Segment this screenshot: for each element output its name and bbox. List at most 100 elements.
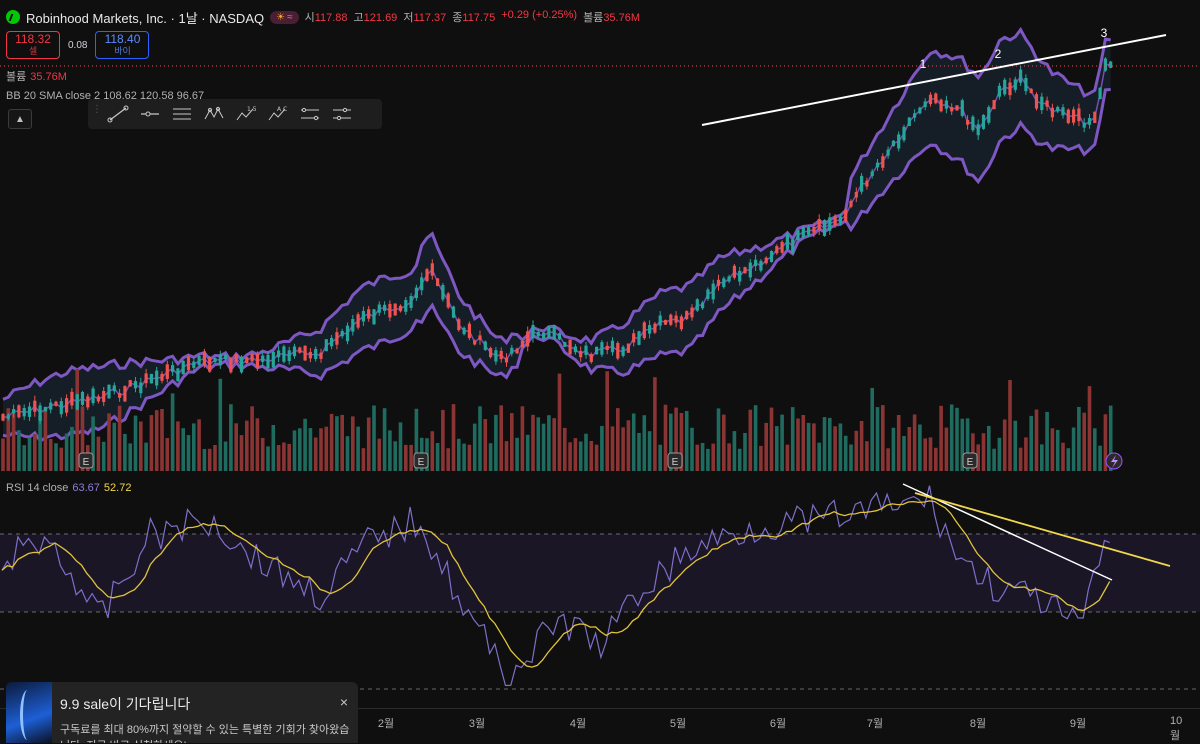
candle-body (255, 354, 259, 369)
volume-bar (536, 417, 541, 471)
symbol-title[interactable]: Robinhood Markets, Inc. · 1날 · NASDAQ (26, 10, 265, 26)
volume-legend[interactable]: 볼륨 35.76M (6, 71, 67, 83)
candle-body (282, 346, 286, 362)
candle-body (123, 386, 127, 402)
collapse-legend-button[interactable]: ▲ (8, 109, 32, 129)
candle-body (510, 347, 514, 354)
volume-bar (1082, 412, 1086, 471)
volume-bar (499, 405, 503, 471)
candle-body (865, 180, 869, 187)
candle-body (913, 113, 917, 118)
volume-bar (896, 415, 901, 471)
volume-bar (552, 418, 556, 471)
close-icon[interactable]: × (339, 694, 348, 710)
xabcd-pattern-icon[interactable] (200, 102, 228, 126)
candle-body (536, 332, 540, 337)
buy-button[interactable]: 118.40 바이 (95, 31, 150, 59)
volume-bar (504, 441, 509, 471)
candle-body (1093, 111, 1097, 123)
volume-bar (695, 444, 700, 471)
candle-body (1013, 79, 1017, 90)
candle-body (568, 339, 572, 355)
time-axis-tick: 7월 (866, 718, 884, 730)
market-status-badge[interactable]: ☀ ≈ (270, 10, 299, 24)
drag-handle-icon[interactable]: ⋮ (92, 104, 102, 115)
volume-bar (345, 436, 350, 471)
volume-bar (833, 426, 837, 471)
candle-body (1, 413, 5, 421)
volume-bar (101, 441, 106, 471)
time-axis-tick: 2월 (377, 718, 395, 730)
volume-bar (165, 438, 170, 471)
volume-bar (801, 415, 806, 471)
candle-body (176, 368, 180, 382)
volume-bar (971, 433, 975, 471)
volume-bar (462, 443, 466, 471)
candle-body (934, 93, 938, 104)
candle-body (754, 259, 758, 267)
rsi-trendline-yellow (914, 492, 1171, 567)
volume-bar (674, 407, 678, 471)
volume-bar (790, 407, 795, 471)
candle-body (759, 260, 763, 271)
candle-body (748, 262, 752, 278)
volume-bar (870, 387, 874, 471)
volume-bar (706, 448, 710, 471)
volume-bar (388, 430, 392, 471)
candle-body (1077, 108, 1081, 122)
trend-line-icon[interactable] (104, 102, 132, 126)
parallel-channel-icon[interactable] (168, 102, 196, 126)
volume-bar (663, 404, 668, 471)
candle-body (674, 315, 678, 323)
horizontal-ray-icon[interactable] (136, 102, 164, 126)
candle-body (807, 227, 811, 235)
candle-body (1040, 96, 1044, 111)
candle-body (854, 192, 858, 198)
candle-body (1072, 109, 1076, 123)
volume-bar (356, 426, 360, 471)
volume-bar (308, 428, 313, 471)
volume-bar (372, 405, 376, 471)
candle-body (716, 279, 721, 286)
candle-body (727, 276, 731, 282)
volume-bar (992, 448, 996, 471)
svg-text:A C: A C (277, 106, 287, 113)
settings-icon[interactable] (328, 102, 356, 126)
volume-bar (764, 422, 768, 471)
earnings-marker: E (962, 452, 978, 469)
price-change: +0.29 (+0.25%) (501, 9, 578, 21)
rsi-legend[interactable]: RSI 14 close 63.67 52.72 (6, 482, 132, 494)
volume-bar (1071, 427, 1076, 471)
candle-body (404, 300, 408, 312)
candle-body (165, 364, 169, 379)
candle-body (1087, 118, 1092, 125)
volume-bar (1024, 437, 1028, 471)
candle-body (902, 126, 906, 141)
sell-button[interactable]: 118.32 셀 (6, 31, 60, 59)
candle-body (478, 335, 482, 340)
elliott-wave-icon[interactable]: 1 5 (232, 102, 260, 126)
volume-bar (149, 415, 154, 471)
volume-bar (955, 407, 959, 471)
volume-bar (796, 418, 800, 471)
fib-retracement-icon[interactable] (296, 102, 324, 126)
volume-bar (218, 378, 223, 471)
candle-body (966, 119, 970, 125)
volume-bar (48, 439, 53, 471)
volume-bar (377, 438, 382, 471)
candle-body (75, 394, 79, 410)
volume-bar (737, 448, 742, 471)
volume-bar (669, 413, 673, 471)
volume-bar (382, 408, 387, 471)
volume-bar (139, 421, 143, 471)
candle-body (939, 99, 943, 112)
candle-body (27, 406, 32, 417)
volume-bar (319, 428, 323, 471)
promo-notification[interactable]: 9.9 sale이 기다립니다 구독료를 최대 80%까지 절약할 수 있는 특… (6, 682, 358, 743)
volume-bar (1, 438, 5, 471)
volume-bar (1050, 428, 1055, 471)
candle-body (1056, 107, 1060, 112)
abcd-pattern-icon[interactable]: A C (264, 102, 292, 126)
candle-body (1019, 69, 1023, 83)
